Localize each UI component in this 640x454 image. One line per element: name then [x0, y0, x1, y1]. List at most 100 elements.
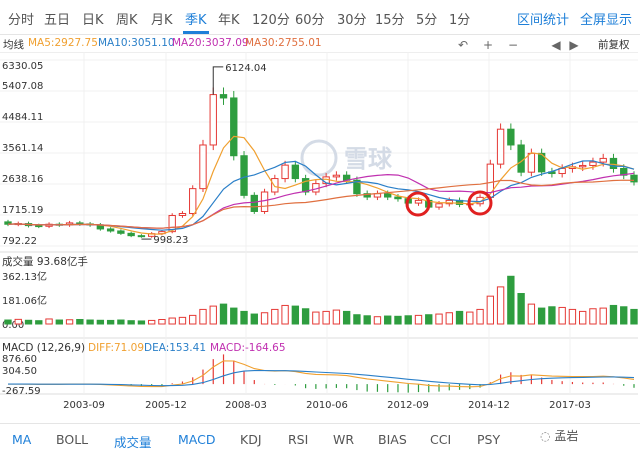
indicator-tab-kdj[interactable]: KDJ	[240, 432, 262, 447]
volume-bar	[579, 310, 587, 325]
x-tick-label: 2014-12	[468, 400, 510, 411]
tab-1[interactable]: 五日	[44, 13, 71, 28]
candle-body	[630, 174, 638, 183]
volume-bar	[4, 319, 12, 325]
ma30-line	[7, 179, 635, 229]
candle-body	[127, 232, 135, 237]
tab-10[interactable]: 15分	[375, 13, 405, 28]
volume-bar	[363, 315, 371, 325]
candle-body	[579, 164, 587, 168]
price-tick-label: 2638.16	[2, 174, 43, 185]
volume-bar	[55, 319, 63, 325]
x-tick-label: 2010-06	[306, 400, 348, 411]
candle-body	[332, 174, 341, 178]
indicator-tab-成交量[interactable]: 成交量	[114, 435, 152, 450]
macd-tick-label: -267.59	[2, 386, 41, 397]
arrow-right-icon[interactable]: ▶	[569, 38, 579, 52]
tab-3[interactable]: 周K	[116, 13, 138, 28]
tab-5[interactable]: 季K	[185, 13, 207, 28]
volume-bar	[127, 320, 135, 325]
price-tick-label: 3561.14	[2, 143, 43, 154]
indicator-tab-wr[interactable]: WR	[333, 432, 355, 447]
candle-body	[137, 235, 146, 238]
volume-bar	[384, 315, 392, 325]
fullscreen-button[interactable]: 全屏显示	[580, 13, 633, 28]
volume-bar	[353, 314, 361, 325]
macd-dea: DEA:153.41	[144, 342, 206, 354]
ma30-value: MA30:2755.01	[245, 37, 322, 49]
x-tick-label: 2003-09	[63, 400, 105, 411]
tab-11[interactable]: 5分	[416, 13, 438, 28]
macd-value: MACD:-164.65	[210, 342, 286, 354]
volume-bar	[568, 308, 577, 325]
candle-body	[620, 167, 628, 176]
volume-bar	[178, 316, 187, 325]
volume-bar	[425, 314, 433, 325]
tab-0[interactable]: 分时	[8, 13, 35, 28]
volume-bar	[260, 312, 269, 325]
volume-bar	[609, 304, 618, 325]
candle-body	[117, 230, 125, 234]
tab-9[interactable]: 30分	[337, 13, 367, 28]
candle-body	[527, 152, 536, 173]
tab-12[interactable]: 1分	[449, 13, 471, 28]
diff-line	[8, 360, 635, 388]
range-stats-button[interactable]: 区间统计	[517, 13, 570, 28]
price-adjust-label[interactable]: 前复权	[598, 39, 630, 51]
volume-bar	[630, 308, 638, 325]
high-marker	[212, 66, 224, 95]
indicator-tab-bias[interactable]: BIAS	[378, 432, 407, 447]
indicator-tab-bar: MA BOLL 成交量 MACD KDJ RSI WR BIAS CCI PSY	[0, 423, 640, 454]
price-tick-label: 6330.05	[2, 61, 43, 72]
indicator-tab-psy[interactable]: PSY	[477, 432, 501, 447]
undo-icon[interactable]: ↶	[457, 38, 469, 52]
volume-bar	[322, 310, 330, 325]
x-tick-label: 2005-12	[145, 400, 187, 411]
tab-8[interactable]: 60分	[295, 13, 325, 28]
tab-2[interactable]: 日K	[82, 13, 104, 28]
volume-bar	[373, 316, 382, 325]
volume-bar	[240, 310, 248, 325]
indicator-tab-rsi[interactable]: RSI	[288, 432, 309, 447]
candle-body	[271, 178, 279, 193]
tab-7[interactable]: 120分	[252, 13, 290, 28]
volume-bar	[14, 318, 22, 325]
indicator-tab-macd[interactable]: MACD	[178, 432, 216, 447]
ma5-value: MA5:2927.75	[28, 37, 98, 49]
volume-bar	[24, 319, 33, 325]
volume-bar	[301, 308, 310, 325]
volume-bar	[45, 318, 53, 325]
volume-bar	[404, 315, 412, 325]
arrow-left-icon[interactable]: ◀	[551, 38, 561, 52]
volume-bar	[76, 318, 84, 325]
candle-body	[230, 97, 238, 157]
volume-bar	[312, 311, 320, 325]
volume-bar	[271, 308, 279, 325]
volume-bar	[599, 307, 607, 325]
candle-body	[589, 161, 597, 166]
candle-body	[599, 157, 607, 163]
indicator-tab-cci[interactable]: CCI	[430, 432, 452, 447]
candle-body	[168, 215, 176, 233]
period-tab-bar: 分时 五日 日K 周K 月K 季K 年K 120分 60分 30分 15分 5分 1分 区间统计 全屏显示	[0, 0, 640, 35]
tab-6[interactable]: 年K	[218, 13, 240, 28]
volume-bar	[189, 314, 197, 325]
zoom-in-icon[interactable]: +	[482, 38, 494, 52]
snowball-logo-icon	[300, 139, 338, 177]
volume-bar	[455, 310, 464, 325]
red-circle-annotation	[467, 190, 493, 216]
indicator-tab-boll[interactable]: BOLL	[56, 432, 89, 447]
indicator-tab-ma[interactable]: MA	[12, 432, 32, 447]
price-tick-label: 792.22	[2, 236, 37, 247]
zoom-out-icon[interactable]: −	[507, 38, 519, 52]
volume-bar	[527, 303, 536, 325]
wechat-author: 孟岩	[554, 429, 579, 443]
candle-body	[363, 193, 371, 198]
volume-bar	[250, 313, 258, 325]
tab-4[interactable]: 月K	[151, 13, 173, 28]
candle-body	[301, 178, 310, 193]
volume-bar	[445, 312, 453, 325]
volume-bar	[281, 304, 289, 325]
volume-bar	[137, 320, 146, 325]
price-tick-label: 4484.11	[2, 112, 43, 123]
